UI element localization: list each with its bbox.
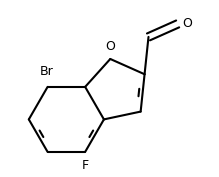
Text: F: F bbox=[82, 159, 89, 172]
Text: O: O bbox=[183, 17, 193, 30]
Text: O: O bbox=[105, 40, 115, 53]
Text: Br: Br bbox=[39, 65, 53, 78]
